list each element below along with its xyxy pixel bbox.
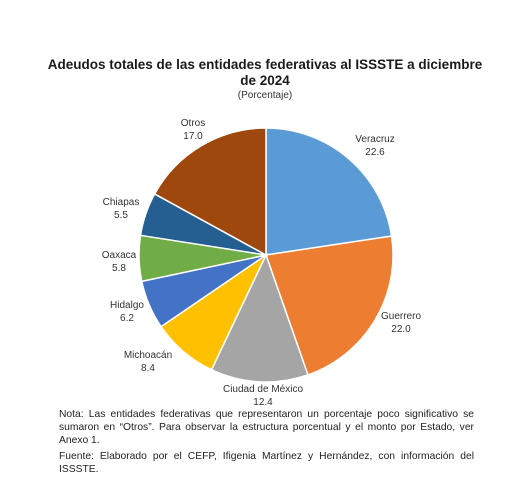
slice-label-name: Oaxaca [102,250,137,261]
source-text: Fuente: Elaborado por el CEFP, Ifigenia … [59,451,474,475]
slice-label-name: Guerrero [381,311,421,322]
slice-label: Hidalgo 6.2 [110,300,144,324]
chart-title: Adeudos totales de las entidades federat… [47,57,483,88]
slice-label: Ciudad de México 12.4 [223,384,303,408]
slice-label-name: Michoacán [124,350,172,361]
slice-label-value: 22.6 [365,147,385,158]
slice-label-value: 5.8 [112,263,126,274]
slice-label: Otros 17.0 [181,118,205,142]
chart-notes: Nota: Las entidades federativas que repr… [59,408,474,479]
pie-slice-guerrero [264,235,394,376]
slice-label-value: 22.0 [391,324,411,335]
slice-label-name: Chiapas [103,197,140,208]
slice-label: Chiapas 5.5 [103,197,140,221]
note-text: Nota: Las entidades federativas que repr… [59,409,474,446]
pie-slice-veracruz [265,127,393,256]
pie-slice-otros [153,127,267,257]
slice-label-value: 5.5 [114,210,128,221]
slice-label: Veracruz 22.6 [355,134,394,158]
slice-label: Guerrero 22.0 [381,311,421,335]
slice-label-value: 17.0 [183,131,203,142]
slice-label-name: Hidalgo [110,300,144,311]
slice-label: Oaxaca 5.8 [102,250,137,274]
pie-slice-ciudad-de-méxico [210,253,309,383]
slice-label-value: 6.2 [120,313,134,324]
slice-label: Michoacán 8.4 [124,350,172,374]
slice-label-value: 12.4 [253,397,273,408]
slice-label-name: Veracruz [355,134,394,145]
chart-subtitle: (Porcentaje) [237,90,293,101]
slice-label-name: Ciudad de México [223,384,303,395]
slice-label-name: Otros [181,118,205,129]
slice-label-value: 8.4 [141,363,155,374]
